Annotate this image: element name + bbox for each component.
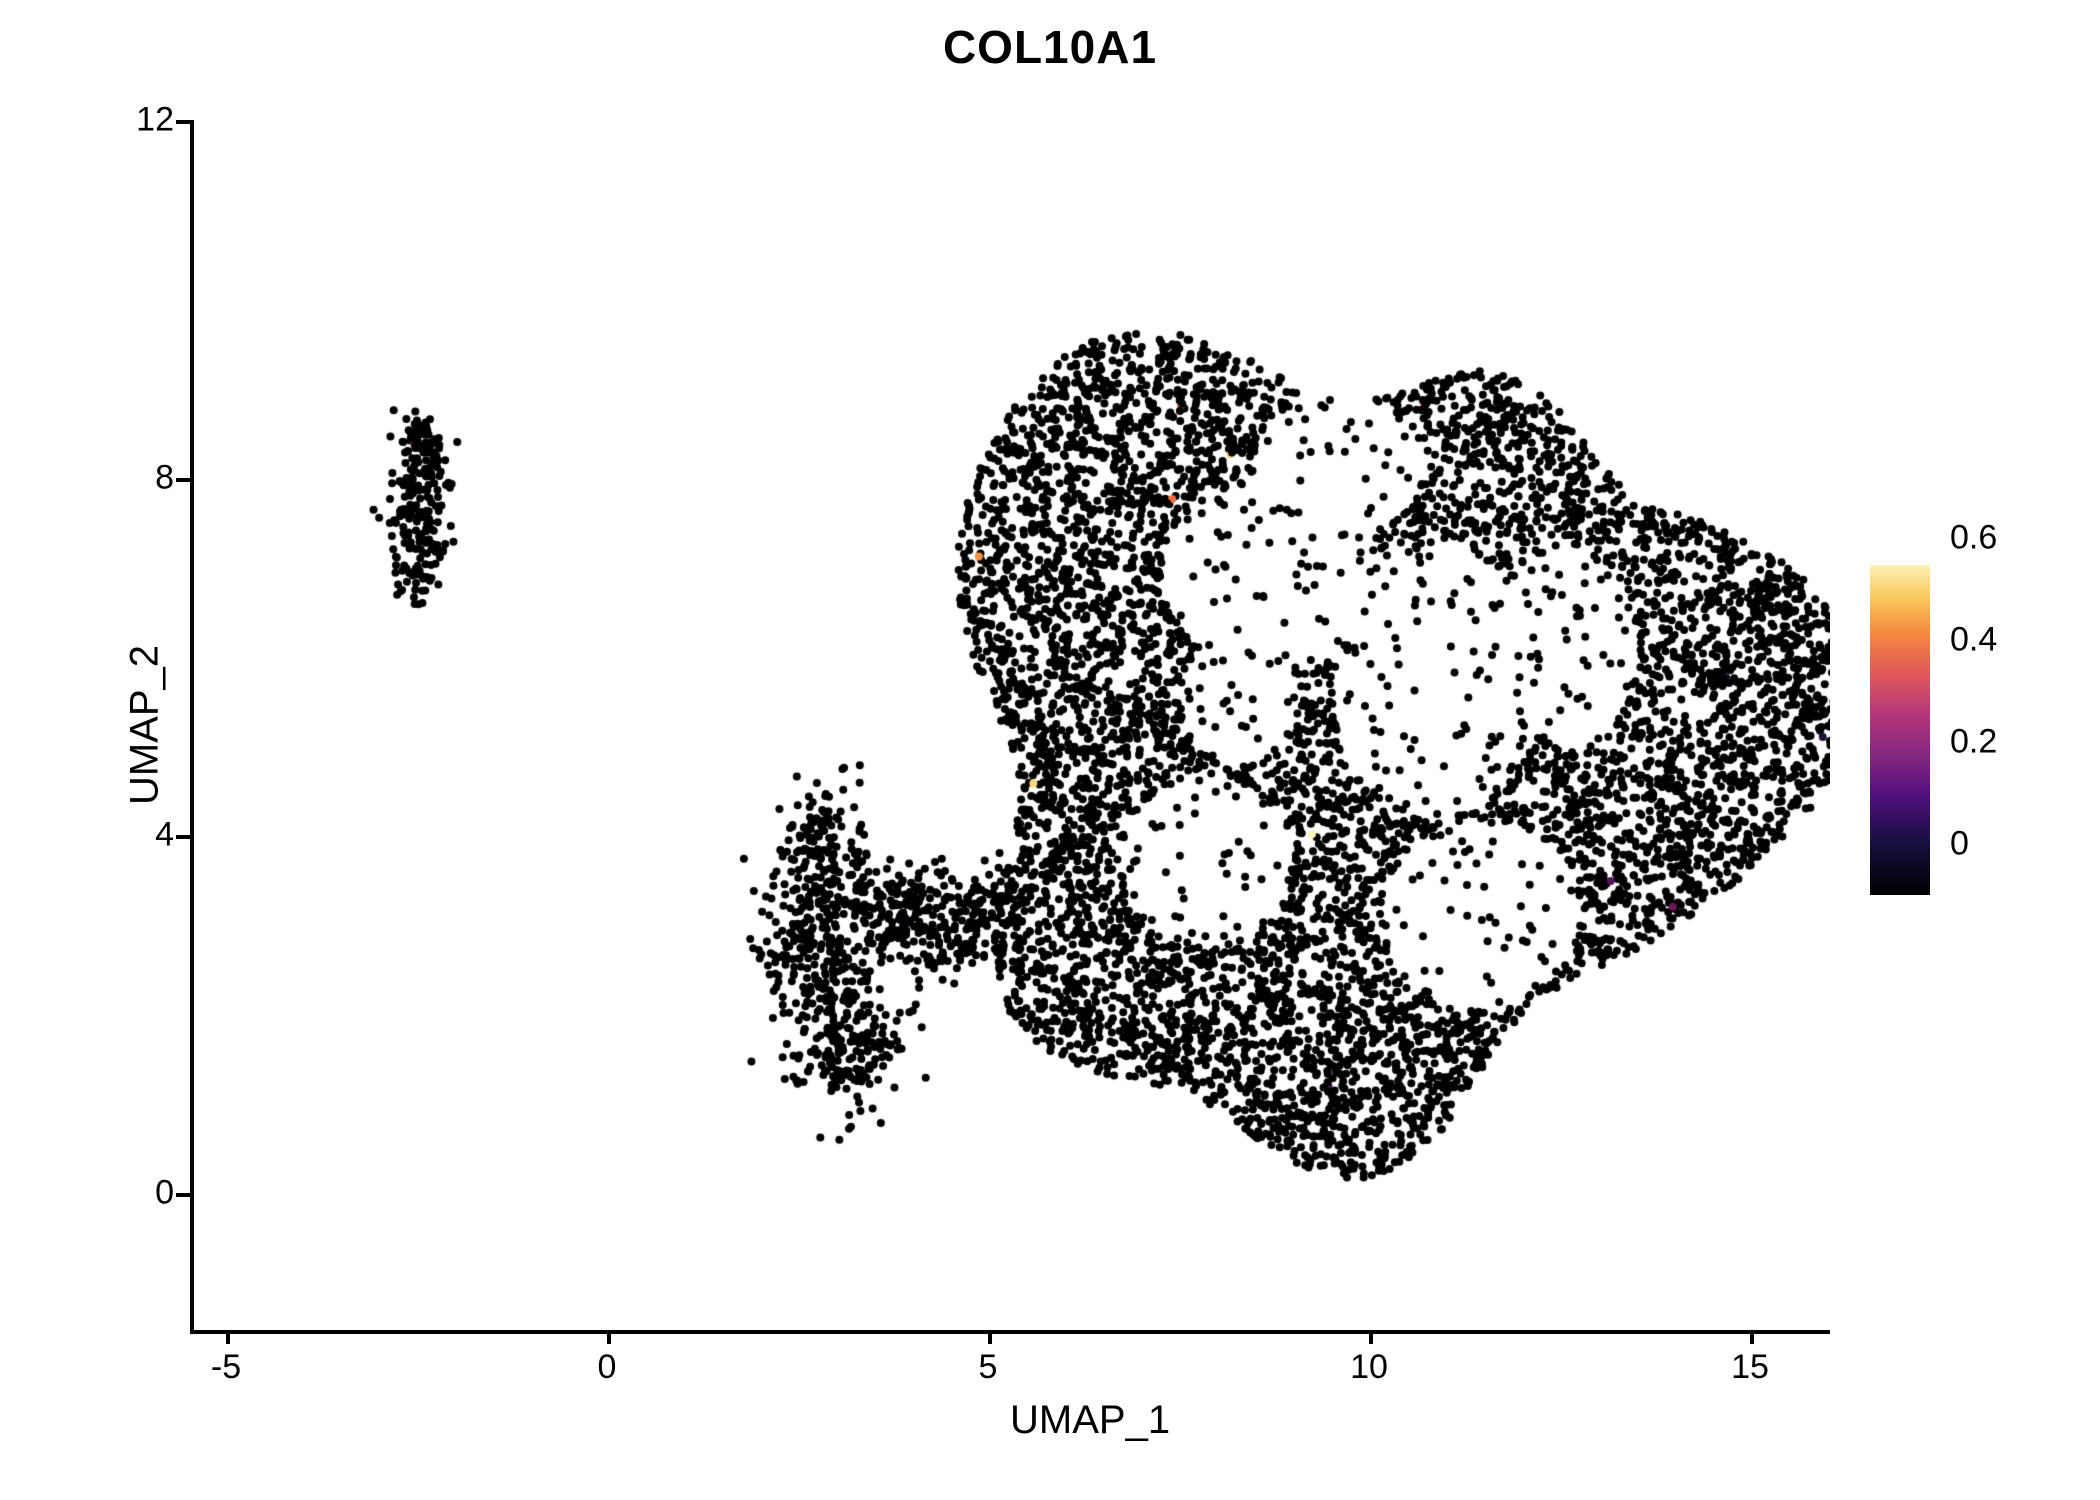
y-axis-label: UMAP_2 bbox=[123, 645, 168, 805]
y-tick-label: 8 bbox=[128, 458, 174, 497]
y-tick-mark bbox=[176, 478, 190, 482]
y-tick-label: 0 bbox=[128, 1173, 174, 1212]
colorbar-gradient bbox=[1870, 565, 1930, 895]
y-tick-label: 4 bbox=[128, 816, 174, 855]
colorbar-tick-mark bbox=[1930, 562, 1944, 565]
umap-feature-plot: COL10A1 UMAP_2 UMAP_1 12 8 4 0 -5 0 5 10… bbox=[0, 0, 2100, 1500]
x-tick-mark bbox=[1750, 1330, 1754, 1344]
scatter-points-canvas bbox=[190, 120, 1830, 1330]
x-tick-mark bbox=[1369, 1330, 1373, 1344]
plot-title: COL10A1 bbox=[0, 20, 2100, 74]
colorbar-tick-label: 0 bbox=[1950, 825, 1969, 864]
x-tick-label: -5 bbox=[186, 1348, 266, 1387]
x-tick-label: 5 bbox=[948, 1348, 1028, 1387]
y-tick-mark bbox=[176, 1193, 190, 1197]
colorbar-tick-mark bbox=[1930, 766, 1944, 769]
y-tick-mark bbox=[176, 835, 190, 839]
x-tick-label: 0 bbox=[567, 1348, 647, 1387]
colorbar-tick-label: 0.2 bbox=[1950, 723, 1997, 762]
colorbar-tick-label: 0.6 bbox=[1950, 519, 1997, 558]
plot-axes-area: UMAP_2 UMAP_1 12 8 4 0 -5 0 5 10 15 bbox=[190, 120, 1830, 1330]
colorbar-legend[interactable]: 0.6 0.4 0.2 0 bbox=[1870, 565, 1930, 895]
x-tick-label: 10 bbox=[1329, 1348, 1409, 1387]
colorbar-tick-label: 0.4 bbox=[1950, 621, 1997, 660]
y-tick-mark bbox=[176, 120, 190, 124]
colorbar-tick-mark bbox=[1930, 868, 1944, 871]
x-tick-mark bbox=[226, 1330, 230, 1344]
x-tick-mark bbox=[988, 1330, 992, 1344]
colorbar-tick-mark bbox=[1930, 664, 1944, 667]
y-tick-label: 12 bbox=[128, 101, 174, 140]
x-axis-label: UMAP_1 bbox=[1010, 1398, 1170, 1443]
x-tick-mark bbox=[607, 1330, 611, 1344]
x-axis-line bbox=[190, 1330, 1830, 1334]
x-tick-label: 15 bbox=[1710, 1348, 1790, 1387]
